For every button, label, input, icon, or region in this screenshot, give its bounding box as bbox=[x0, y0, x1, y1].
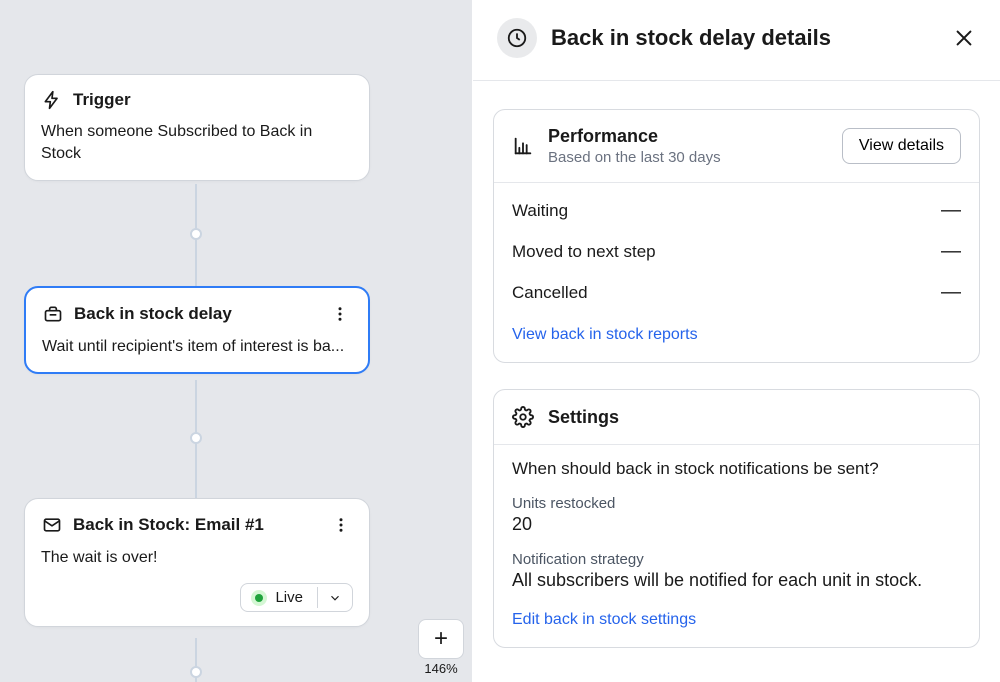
strategy-value: All subscribers will be notified for eac… bbox=[512, 570, 961, 591]
stat-row-waiting: Waiting — bbox=[494, 183, 979, 232]
node-trigger[interactable]: Trigger When someone Subscribed to Back … bbox=[24, 74, 370, 181]
stat-value: — bbox=[941, 281, 961, 304]
strategy-label: Notification strategy bbox=[512, 551, 961, 568]
zoom-level: 146% bbox=[418, 661, 464, 676]
close-button[interactable] bbox=[948, 22, 980, 54]
view-reports-link[interactable]: View back in stock reports bbox=[494, 314, 716, 362]
node-delay[interactable]: Back in stock delay Wait until recipient… bbox=[24, 286, 370, 374]
connector-dot bbox=[190, 432, 202, 444]
units-value: 20 bbox=[512, 514, 961, 535]
connector-line bbox=[195, 184, 197, 286]
stat-value: — bbox=[941, 240, 961, 263]
lightning-icon bbox=[41, 89, 63, 111]
more-menu-icon[interactable] bbox=[328, 302, 352, 326]
divider bbox=[317, 587, 318, 608]
stat-label: Moved to next step bbox=[512, 242, 656, 262]
zoom-in-button[interactable]: + bbox=[418, 619, 464, 659]
connector-line bbox=[195, 380, 197, 498]
envelope-icon bbox=[41, 514, 63, 536]
bar-chart-icon bbox=[512, 135, 534, 157]
detail-panel: Back in stock delay details Performance … bbox=[472, 0, 1000, 682]
stat-label: Cancelled bbox=[512, 283, 588, 303]
node-title: Back in Stock: Email #1 bbox=[73, 515, 264, 535]
stat-row-moved: Moved to next step — bbox=[494, 232, 979, 273]
connector-dot bbox=[190, 228, 202, 240]
edit-settings-link[interactable]: Edit back in stock settings bbox=[494, 611, 714, 647]
briefcase-icon bbox=[42, 303, 64, 325]
stat-label: Waiting bbox=[512, 201, 568, 221]
node-description: When someone Subscribed to Back in Stock bbox=[41, 121, 353, 166]
node-email[interactable]: Back in Stock: Email #1 The wait is over… bbox=[24, 498, 370, 627]
panel-title: Back in stock delay details bbox=[551, 25, 831, 51]
chevron-down-icon bbox=[328, 591, 342, 605]
zoom-controls: + 146% bbox=[418, 619, 464, 676]
node-description: The wait is over! bbox=[41, 547, 353, 569]
node-title: Trigger bbox=[73, 90, 131, 110]
settings-card: Settings When should back in stock notif… bbox=[493, 389, 980, 648]
units-label: Units restocked bbox=[512, 495, 961, 512]
card-subtitle: Based on the last 30 days bbox=[548, 149, 721, 166]
performance-card: Performance Based on the last 30 days Vi… bbox=[493, 109, 980, 363]
card-title: Settings bbox=[548, 407, 619, 428]
clock-icon bbox=[497, 18, 537, 58]
status-label: Live bbox=[275, 589, 303, 606]
settings-question: When should back in stock notifications … bbox=[512, 459, 961, 479]
connector-dot bbox=[190, 666, 202, 678]
status-dot-icon bbox=[251, 590, 267, 606]
connector-line bbox=[195, 638, 197, 682]
stat-value: — bbox=[941, 199, 961, 222]
gear-icon bbox=[512, 406, 534, 428]
node-description: Wait until recipient's item of interest … bbox=[42, 336, 352, 358]
flow-canvas[interactable]: Trigger When someone Subscribed to Back … bbox=[0, 0, 472, 682]
card-title: Performance bbox=[548, 126, 721, 147]
status-dropdown[interactable]: Live bbox=[240, 583, 353, 612]
more-menu-icon[interactable] bbox=[329, 513, 353, 537]
node-title: Back in stock delay bbox=[74, 304, 232, 324]
stat-row-cancelled: Cancelled — bbox=[494, 273, 979, 314]
view-details-button[interactable]: View details bbox=[842, 128, 961, 164]
